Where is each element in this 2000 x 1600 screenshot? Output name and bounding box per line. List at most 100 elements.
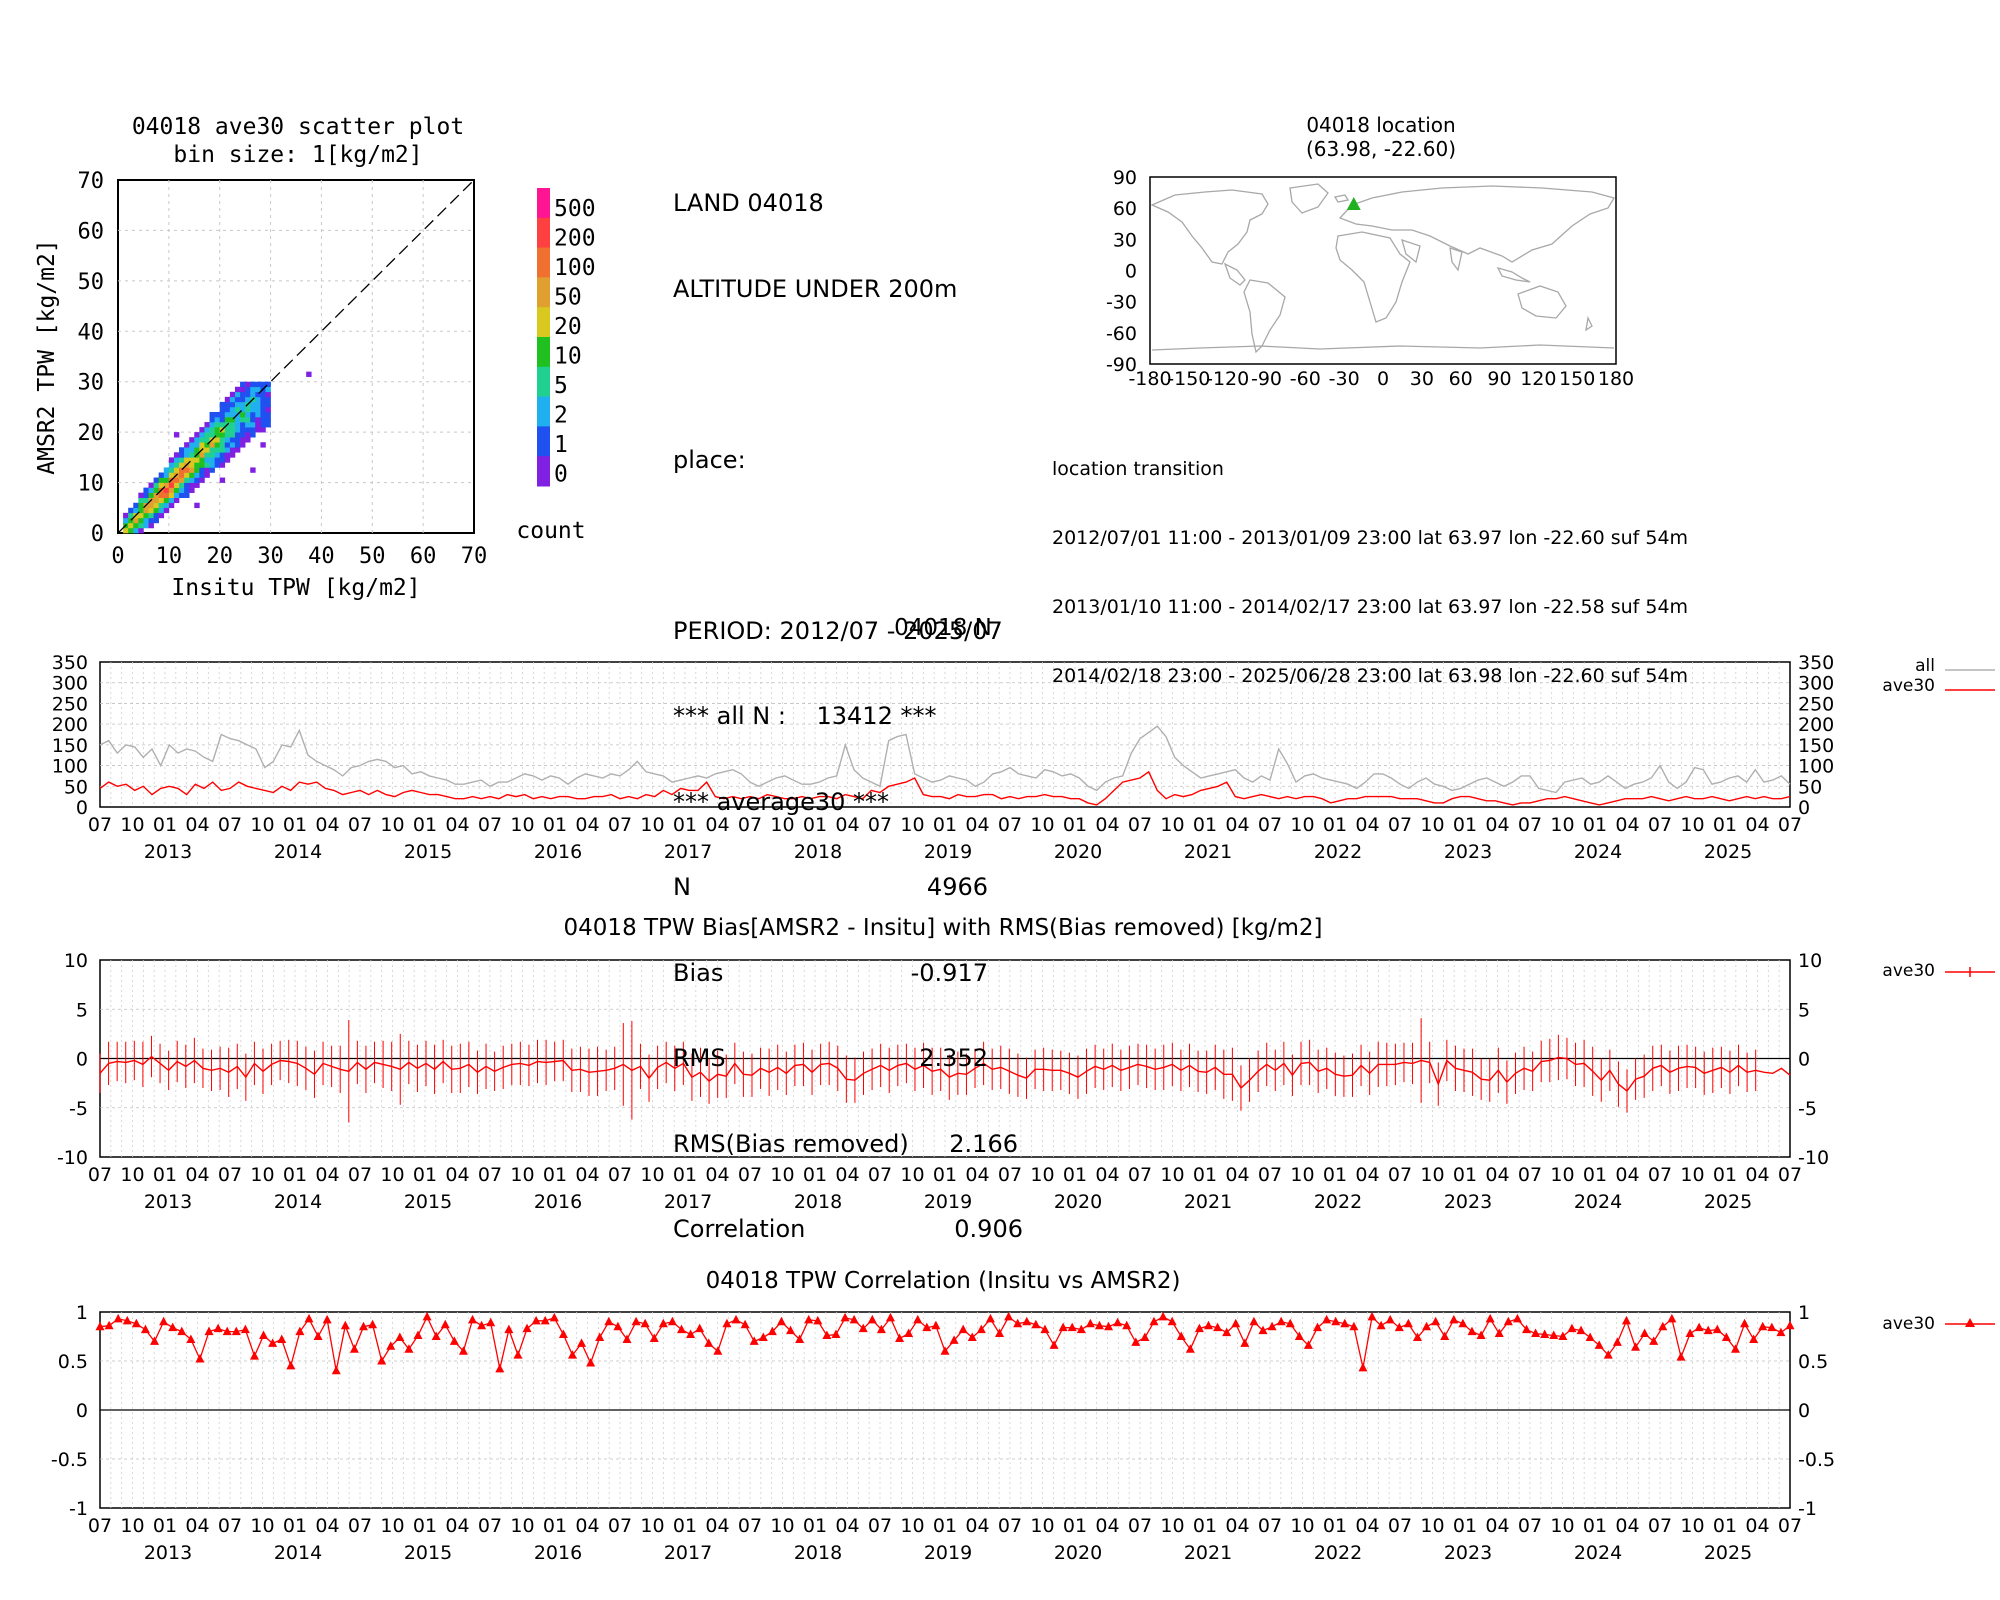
stat-n: N 4966 — [673, 873, 988, 901]
scatter-bin — [194, 467, 200, 473]
scatter-bin — [138, 497, 144, 504]
scatter-bin — [148, 522, 154, 529]
month-label: 07 — [608, 814, 632, 836]
colorbar-swatch — [537, 247, 550, 278]
series-bias — [99, 1055, 1791, 1093]
scatter-bin — [138, 502, 144, 509]
month-label: 07 — [218, 1515, 242, 1537]
scatter-bin — [229, 427, 236, 433]
ytick-right: 0.5 — [1798, 1351, 1828, 1373]
corr-marker — [1385, 1314, 1395, 1324]
map-ytick-label: -30 — [1106, 292, 1137, 314]
corr-marker — [358, 1321, 368, 1331]
month-label: 04 — [185, 1164, 209, 1186]
month-label: 04 — [1355, 814, 1379, 836]
scatter-bin — [204, 422, 210, 428]
corr-marker — [967, 1332, 977, 1341]
month-label: 01 — [933, 1164, 957, 1186]
scatter-bin — [260, 381, 266, 388]
scatter-bin — [240, 427, 246, 433]
colorbar-label: 500 — [554, 196, 596, 222]
month-label: 07 — [1128, 1164, 1152, 1186]
scatter-bin — [143, 517, 149, 524]
month-label: 07 — [478, 1164, 502, 1186]
month-label: 04 — [965, 814, 989, 836]
scatter-bin — [204, 437, 210, 443]
map-ytick-label: -60 — [1106, 323, 1137, 345]
corr-marker — [1785, 1320, 1795, 1330]
month-label: 07 — [998, 1515, 1022, 1537]
corr-marker — [867, 1314, 877, 1324]
month-label: 10 — [900, 1164, 924, 1186]
corr-marker — [613, 1321, 623, 1331]
colorbar-swatch — [537, 396, 550, 427]
month-label: 07 — [1648, 1515, 1672, 1537]
month-label: 01 — [1323, 1515, 1347, 1537]
year-label: 2025 — [1704, 1191, 1752, 1213]
scatter-bin — [153, 507, 159, 514]
month-label: 04 — [1615, 1515, 1639, 1537]
scatter-bin — [240, 406, 246, 413]
ytick-right: -0.5 — [1798, 1449, 1835, 1471]
corr-marker — [1258, 1325, 1268, 1335]
corr-marker — [1222, 1327, 1232, 1337]
year-label: 2014 — [274, 1191, 322, 1213]
scatter-bin — [163, 502, 170, 509]
scatter-bin — [179, 477, 185, 483]
scatter-bin — [229, 422, 236, 428]
bias-chart: 04018 TPW Bias[AMSR2 - Insitu] with RMS(… — [57, 915, 1995, 1213]
map-xtick-label: 0 — [1377, 368, 1389, 390]
scatter-bin — [224, 452, 231, 458]
scatter-bin — [204, 432, 210, 438]
scatter-bin — [240, 386, 246, 393]
colorbar-swatch — [537, 277, 550, 308]
scatter-bin — [194, 477, 200, 483]
corr-marker — [904, 1328, 914, 1338]
corr-marker — [413, 1330, 423, 1340]
scatter-bin — [173, 482, 180, 488]
scatter-bin — [219, 462, 226, 468]
corr-marker — [586, 1357, 596, 1367]
month-label: 07 — [1388, 814, 1412, 836]
map-xtick-label: -150 — [1167, 368, 1210, 390]
scatter-bin — [199, 472, 205, 478]
month-label: 04 — [1485, 814, 1509, 836]
scatter-bin — [133, 507, 139, 514]
scatter-bin — [128, 517, 134, 524]
corr-marker — [840, 1312, 850, 1322]
transition-1: 2012/07/01 11:00 - 2013/01/09 23:00 lat … — [1052, 527, 1689, 549]
scatter-bin — [163, 497, 170, 504]
scatter-ytick-label: 10 — [78, 472, 105, 497]
month-label: 01 — [1193, 1164, 1217, 1186]
scatter-outlier — [260, 442, 266, 448]
scatter-bin — [138, 512, 144, 519]
month-label: 04 — [835, 1515, 859, 1537]
scatter-bin — [255, 427, 261, 433]
scatter-bin — [260, 391, 266, 398]
month-label: 04 — [1615, 1164, 1639, 1186]
month-label: 07 — [1648, 814, 1672, 836]
month-label: 04 — [185, 814, 209, 836]
scatter-bin — [209, 462, 215, 468]
corr-marker — [1494, 1328, 1504, 1338]
month-label: 04 — [1225, 1515, 1249, 1537]
scatter-bin — [148, 502, 154, 509]
scatter-bin — [153, 487, 159, 493]
scatter-bin — [250, 386, 256, 393]
month-label: 07 — [218, 1164, 242, 1186]
scatter-bin — [168, 457, 175, 463]
map-frame — [1149, 176, 1617, 365]
colorbar-label: 10 — [554, 344, 582, 370]
month-label: 04 — [1095, 814, 1119, 836]
month-label: 01 — [1583, 1164, 1607, 1186]
ytick-right: 250 — [1798, 693, 1834, 715]
location-map: 04018 location (63.98, -22.60) — [1106, 113, 1634, 390]
year-label: 2020 — [1054, 841, 1102, 863]
month-label: 04 — [1095, 1515, 1119, 1537]
scatter-bin — [123, 527, 129, 534]
ytick-right: 100 — [1798, 756, 1834, 778]
corr-marker — [1394, 1322, 1404, 1332]
colorbar-swatch — [537, 217, 550, 249]
corr-marker — [1503, 1316, 1513, 1326]
